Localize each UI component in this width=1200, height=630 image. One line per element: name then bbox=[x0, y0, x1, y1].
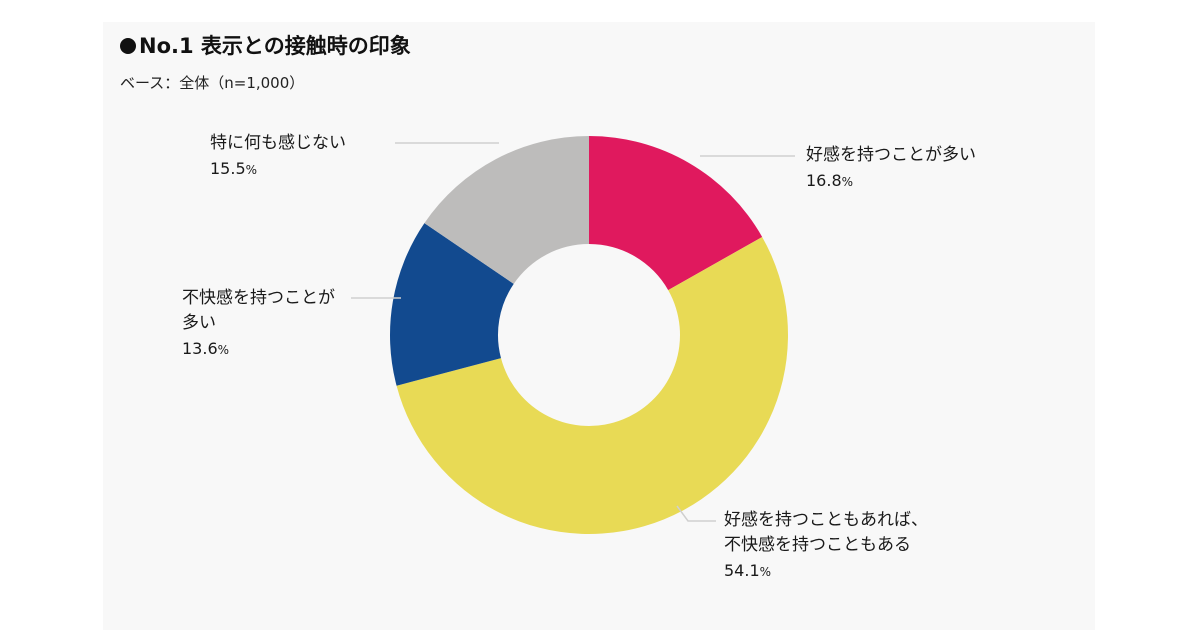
slice-value-number: 13.6 bbox=[182, 339, 218, 358]
bullet-dot-icon bbox=[120, 38, 136, 54]
donut-slice-4 bbox=[424, 136, 589, 284]
donut-slice-1 bbox=[589, 136, 763, 291]
slice-label-text: 特に何も感じない bbox=[210, 133, 346, 153]
slice-label-text: 多い bbox=[182, 313, 216, 333]
leader-lines bbox=[351, 142, 795, 522]
slice-label-4: 特に何も感じない 15.5% bbox=[210, 131, 346, 183]
donut-slice-2 bbox=[396, 236, 788, 534]
slice-value-unit: % bbox=[759, 565, 772, 579]
slice-label-1: 好感を持つことが多い 16.8% bbox=[806, 143, 976, 195]
chart-title-text: No.1 表示との接触時の印象 bbox=[139, 34, 411, 58]
slice-value: 15.5% bbox=[210, 156, 346, 183]
slice-value-unit: % bbox=[217, 343, 230, 357]
donut-slices bbox=[390, 136, 788, 534]
slice-label-text: 不快感を持つこともある bbox=[724, 535, 911, 555]
slice-label-text: 不快感を持つことが bbox=[182, 288, 335, 308]
chart-subtitle: ベース：全体（n=1,000） bbox=[120, 74, 305, 92]
slice-label-3: 不快感を持つことが 多い 13.6% bbox=[182, 286, 335, 363]
slice-value-unit: % bbox=[245, 163, 258, 177]
slice-value-number: 54.1 bbox=[724, 561, 760, 580]
chart-title: No.1 表示との接触時の印象 bbox=[120, 30, 411, 60]
slice-value: 54.1% bbox=[724, 558, 928, 585]
slice-value: 16.8% bbox=[806, 168, 976, 195]
slice-value-number: 15.5 bbox=[210, 159, 246, 178]
slice-value-number: 16.8 bbox=[806, 171, 842, 190]
donut-slice-3 bbox=[390, 223, 514, 386]
slice-label-text: 好感を持つこともあれば、 bbox=[724, 510, 928, 530]
leader-line-2 bbox=[676, 505, 716, 522]
slice-value-unit: % bbox=[841, 175, 854, 189]
slice-label-2: 好感を持つこともあれば、 不快感を持つこともある 54.1% bbox=[724, 508, 928, 585]
slice-label-text: 好感を持つことが多い bbox=[806, 145, 976, 165]
slice-value: 13.6% bbox=[182, 336, 335, 363]
